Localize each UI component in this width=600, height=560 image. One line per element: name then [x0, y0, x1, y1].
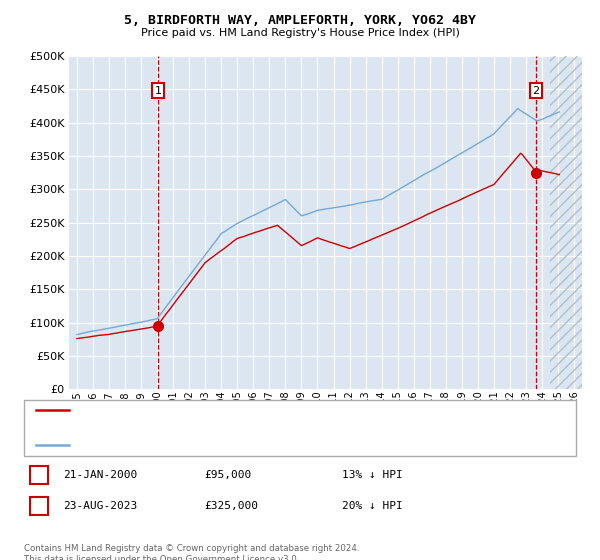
- Text: 23-AUG-2023: 23-AUG-2023: [63, 501, 137, 511]
- Text: HPI: Average price, detached house, North Yorkshire: HPI: Average price, detached house, Nort…: [76, 440, 332, 450]
- Text: £325,000: £325,000: [204, 501, 258, 511]
- Bar: [550, 56, 598, 389]
- Bar: [550, 56, 598, 389]
- Text: 5, BIRDFORTH WAY, AMPLEFORTH, YORK, YO62 4BY: 5, BIRDFORTH WAY, AMPLEFORTH, YORK, YO62…: [124, 14, 476, 27]
- Text: 20% ↓ HPI: 20% ↓ HPI: [342, 501, 403, 511]
- Text: 13% ↓ HPI: 13% ↓ HPI: [342, 470, 403, 480]
- Text: 1: 1: [154, 86, 161, 96]
- Text: 21-JAN-2000: 21-JAN-2000: [63, 470, 137, 480]
- Text: £95,000: £95,000: [204, 470, 251, 480]
- Text: 2: 2: [35, 501, 43, 511]
- Text: Price paid vs. HM Land Registry's House Price Index (HPI): Price paid vs. HM Land Registry's House …: [140, 28, 460, 38]
- Text: 2: 2: [533, 86, 540, 96]
- Text: 1: 1: [35, 470, 43, 480]
- Text: Contains HM Land Registry data © Crown copyright and database right 2024.
This d: Contains HM Land Registry data © Crown c…: [24, 544, 359, 560]
- Text: 5, BIRDFORTH WAY, AMPLEFORTH, YORK, YO62 4BY (detached house): 5, BIRDFORTH WAY, AMPLEFORTH, YORK, YO62…: [76, 405, 416, 416]
